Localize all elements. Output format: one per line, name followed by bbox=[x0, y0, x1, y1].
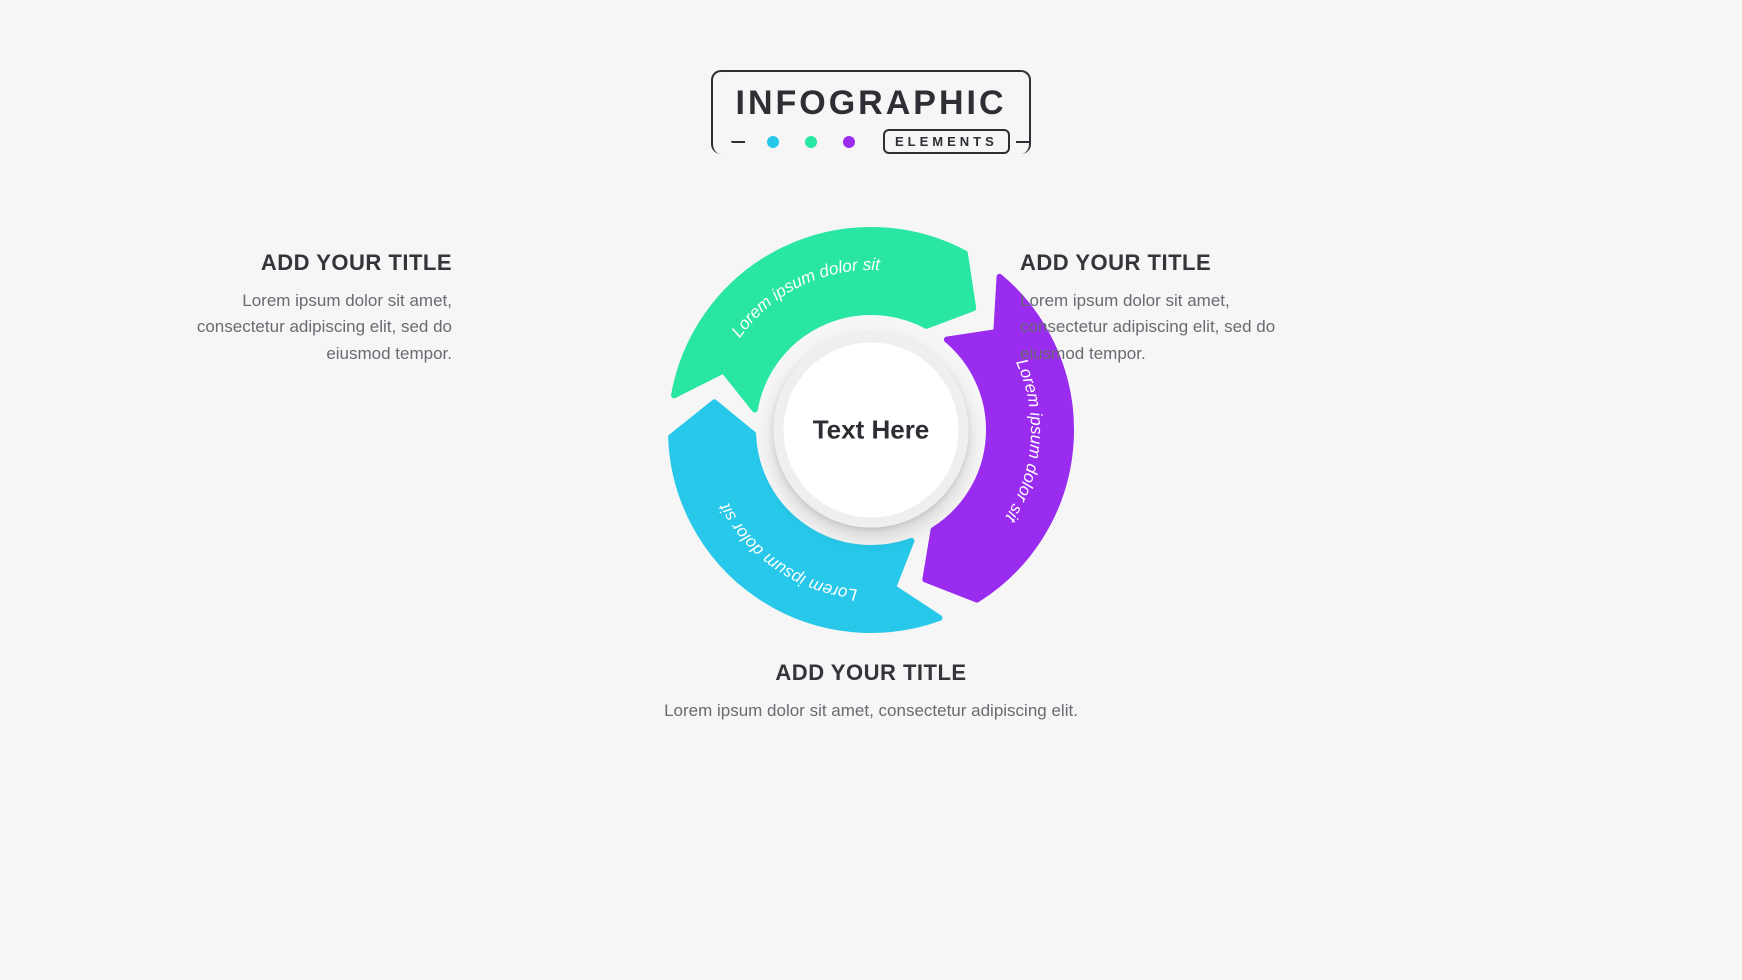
block-left-title: ADD YOUR TITLE bbox=[152, 250, 452, 276]
block-right-title: ADD YOUR TITLE bbox=[1020, 250, 1320, 276]
center-label: Text Here bbox=[813, 415, 930, 446]
block-right: ADD YOUR TITLE Lorem ipsum dolor sit ame… bbox=[1020, 250, 1320, 367]
logo-dot-2 bbox=[843, 136, 855, 148]
block-left-body: Lorem ipsum dolor sit amet, consectetur … bbox=[152, 288, 452, 367]
block-right-body: Lorem ipsum dolor sit amet, consectetur … bbox=[1020, 288, 1320, 367]
logo-dot-0 bbox=[767, 136, 779, 148]
block-bottom-body: Lorem ipsum dolor sit amet, consectetur … bbox=[611, 698, 1131, 724]
logo-underline: ELEMENTS bbox=[731, 129, 1011, 154]
logo-frame: INFOGRAPHIC ELEMENTS bbox=[711, 70, 1031, 154]
block-left: ADD YOUR TITLE Lorem ipsum dolor sit ame… bbox=[152, 250, 452, 367]
logo-subtitle: ELEMENTS bbox=[883, 129, 1010, 154]
block-bottom-title: ADD YOUR TITLE bbox=[611, 660, 1131, 686]
block-bottom: ADD YOUR TITLE Lorem ipsum dolor sit ame… bbox=[611, 660, 1131, 724]
center-disc: Text Here bbox=[774, 333, 969, 528]
logo-title: INFOGRAPHIC bbox=[731, 84, 1011, 123]
cycle-diagram: Lorem ipsum dolor sitLorem ipsum dolor s… bbox=[661, 220, 1081, 640]
logo-dot-1 bbox=[805, 136, 817, 148]
header-logo: INFOGRAPHIC ELEMENTS bbox=[711, 70, 1031, 154]
